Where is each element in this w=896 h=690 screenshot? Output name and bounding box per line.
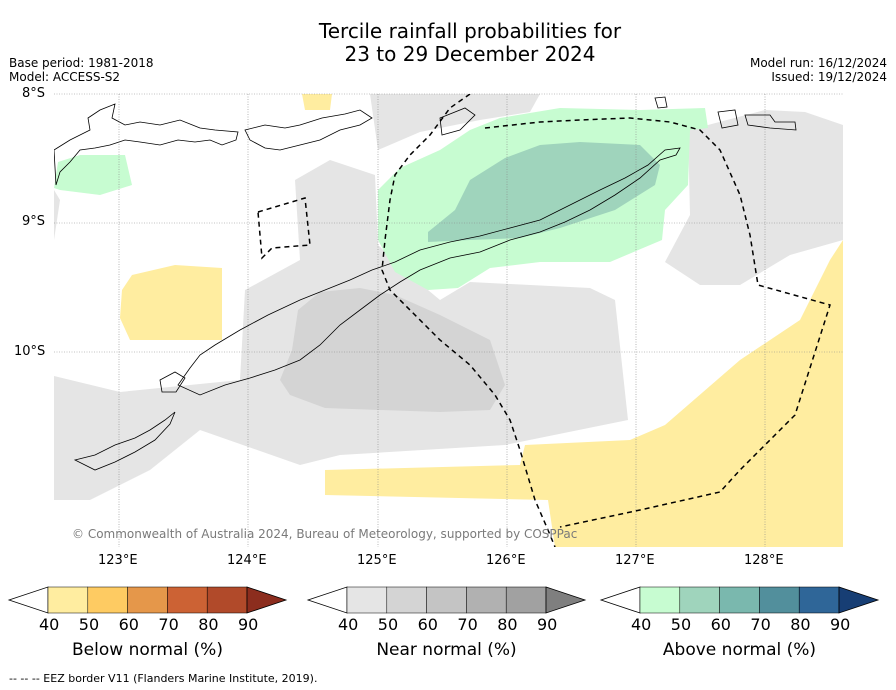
coastline-rote — [73, 411, 176, 471]
colorbar-tick-label: 90 — [537, 615, 558, 634]
colorbar-tick-label: 90 — [830, 615, 851, 634]
colorbar-segment — [466, 586, 507, 614]
colorbar-segment — [759, 586, 800, 614]
colorbar-tick-label: 60 — [710, 615, 731, 634]
colorbar-tick-label: 40 — [338, 615, 359, 634]
lon-label-123e: 123°E — [98, 553, 138, 568]
attribution: © Commonwealth of Australia 2024, Bureau… — [72, 527, 577, 541]
issued-date: Issued: 19/12/2024 — [771, 70, 887, 84]
near-normal-50-region — [280, 288, 505, 412]
grid-lines — [54, 93, 843, 547]
colorbar-max-arrow — [545, 586, 587, 614]
near-normal-40-region — [54, 190, 60, 240]
colorbar-tick-label: 90 — [238, 615, 259, 634]
colorbar-segment — [386, 586, 427, 614]
colorbar-segment — [505, 586, 547, 614]
lat-label-10s: 10°S — [14, 344, 46, 359]
colorbar-tick-label: 50 — [377, 615, 399, 634]
colorbar-tick-label: 60 — [118, 615, 139, 634]
title-line-2: 23 to 29 December 2024 — [344, 42, 596, 66]
colorbar-tick-label: 70 — [457, 615, 478, 634]
lat-label-8s: 8°S — [22, 86, 46, 101]
lon-label-128e: 128°E — [744, 553, 784, 568]
colorbar-tick-label: 70 — [750, 615, 771, 634]
coastline-alor — [244, 109, 373, 151]
colorbar-title: Near normal (%) — [376, 640, 517, 660]
colorbars — [7, 586, 880, 614]
colorbar-max-arrow — [246, 586, 288, 614]
colorbar-segment — [47, 586, 89, 614]
lon-label-127e: 127°E — [615, 553, 655, 568]
lat-label-9s: 9°S — [22, 214, 46, 229]
lon-label-124e: 124°E — [227, 553, 267, 568]
model-run: Model run: 16/12/2024 — [749, 56, 887, 70]
colorbar-tick-label: 40 — [39, 615, 60, 634]
colorbar-min-arrow — [306, 586, 348, 614]
colorbar-segment — [167, 586, 208, 614]
colorbar-min-arrow — [7, 586, 49, 614]
title-line-1: Tercile rainfall probabilities for — [318, 19, 622, 43]
colorbar-tick-label: 80 — [497, 615, 518, 634]
run-info: Model run: 16/12/2024 Issued: 19/12/2024 — [750, 56, 887, 84]
eez-footnote: -- -- -- EEZ border V11 (Flanders Marine… — [9, 672, 318, 685]
coastline-island — [159, 371, 186, 393]
model-name: Model: ACCESS-S2 — [9, 70, 121, 84]
coastline-flores — [54, 103, 239, 186]
coastline-island — [744, 114, 797, 131]
lon-label-125e: 125°E — [357, 553, 397, 568]
model-info: Base period: 1981-2018 Model: ACCESS-S2 — [9, 56, 154, 84]
eez-border-line — [257, 197, 311, 260]
coastlines — [54, 96, 797, 471]
near-normal-40-region — [665, 110, 843, 285]
colorbar-segment — [346, 586, 388, 614]
base-period: Base period: 1981-2018 — [9, 56, 154, 70]
map-title: Tercile rainfall probabilities for 23 to… — [0, 20, 896, 66]
eez-border-line — [381, 94, 556, 547]
colorbar-tick-label: 80 — [198, 615, 219, 634]
colorbar-tick-label: 70 — [158, 615, 179, 634]
colorbar-min-arrow — [599, 586, 641, 614]
above-normal-40-region — [54, 155, 132, 195]
colorbar-tick-label: 50 — [670, 615, 692, 634]
colorbar-tick-label: 80 — [790, 615, 811, 634]
coastline-island — [717, 109, 739, 129]
map-area — [54, 94, 843, 547]
colorbar-segment — [87, 586, 128, 614]
colorbar-segment — [127, 586, 168, 614]
colorbar-tick-label: 40 — [631, 615, 652, 634]
colorbar-segment — [679, 586, 720, 614]
lon-label-126e: 126°E — [486, 553, 526, 568]
below-normal-40-region — [302, 94, 332, 110]
colorbar-segment — [426, 586, 467, 614]
coastline-island — [439, 107, 476, 136]
colorbar-segment — [798, 586, 840, 614]
colorbar-max-arrow — [838, 586, 880, 614]
colorbar-3 — [599, 586, 880, 614]
colorbar-tick-label: 60 — [417, 615, 438, 634]
colorbar-segment — [719, 586, 760, 614]
colorbar-1 — [7, 586, 288, 614]
colorbar-title: Above normal (%) — [662, 640, 817, 660]
above-normal-50-region — [428, 142, 660, 242]
eez-border — [257, 94, 831, 547]
below-normal-40-region — [120, 265, 222, 340]
colorbar-title: Below normal (%) — [72, 640, 223, 660]
colorbar-segment — [639, 586, 681, 614]
colorbar-tick-label: 50 — [78, 615, 100, 634]
below-normal-40-region — [325, 240, 843, 547]
colorbar-2 — [306, 586, 587, 614]
coastline-timor — [177, 147, 681, 396]
coastline-island — [654, 96, 668, 109]
eez-border-line — [484, 117, 831, 528]
colorbar-segment — [206, 586, 248, 614]
near-normal-40-region — [370, 94, 540, 150]
